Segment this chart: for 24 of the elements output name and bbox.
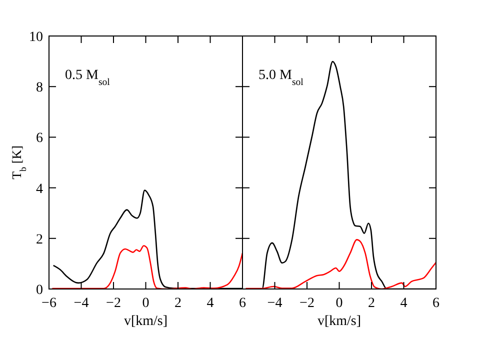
x-tick-label: 6 <box>432 296 440 311</box>
line-series <box>52 245 242 289</box>
x-tick-label: −2 <box>300 296 314 311</box>
x-tick-label: −4 <box>74 296 89 311</box>
y-tick-label: 8 <box>36 80 43 96</box>
y-tick-label: 4 <box>36 182 43 197</box>
x-tick-label: 0 <box>336 296 343 311</box>
x-tick-label: 0 <box>142 296 150 311</box>
x-tick-label: 2 <box>174 296 182 311</box>
x-tick-label: −4 <box>267 296 282 311</box>
x-tick-label: 4 <box>206 296 214 311</box>
y-tick-label: 6 <box>36 131 43 146</box>
x-tick-label: 4 <box>400 296 408 311</box>
x-tick-label: 2 <box>368 296 375 311</box>
y-tick-label: 10 <box>29 30 43 45</box>
y-tick-label: 0 <box>36 283 43 298</box>
x-axis-title: v[km/s] <box>317 314 362 329</box>
annotation: 0.5 M$_{sol}$ <box>65 68 110 88</box>
annotation: 5.0 M$_{sol}$ <box>258 68 304 88</box>
y-tick-label: 2 <box>36 232 43 248</box>
x-tick-label: −2 <box>106 296 121 311</box>
x-tick-label: 6 <box>239 296 246 311</box>
x-tick-label: −6 <box>42 296 56 311</box>
x-axis-title: v[km/s] <box>124 314 168 329</box>
